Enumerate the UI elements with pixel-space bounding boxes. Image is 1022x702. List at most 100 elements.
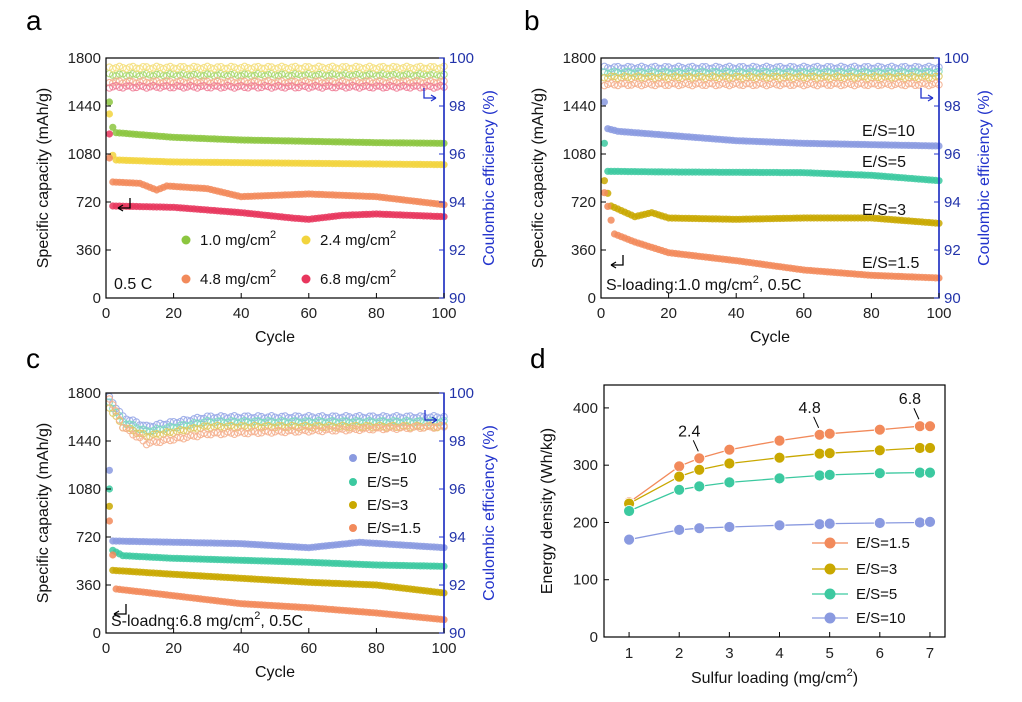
ce-point xyxy=(122,65,131,73)
y-tick-label: 1800 xyxy=(68,385,101,402)
ce-point xyxy=(179,415,188,424)
point-label-2.4: 2.4 xyxy=(678,423,700,440)
ce-point xyxy=(409,423,418,431)
capacity-point xyxy=(105,130,113,138)
legend-label-1.0 mg/cm2: 1.0 mg/cm2 xyxy=(200,229,276,249)
ce-point xyxy=(419,64,428,73)
ce-point xyxy=(223,428,232,436)
ce-point xyxy=(739,74,747,83)
ce-point xyxy=(305,428,313,436)
ce-point xyxy=(860,67,869,75)
ce-point xyxy=(403,412,411,421)
ce-point xyxy=(328,412,337,420)
ce-point xyxy=(759,67,767,76)
ce-point xyxy=(786,62,795,71)
ce-point xyxy=(399,81,408,90)
ce-point xyxy=(298,426,306,434)
ce-point xyxy=(203,412,212,420)
ce-point xyxy=(800,81,808,90)
ce-point xyxy=(386,423,394,431)
ce-point xyxy=(132,433,141,441)
legend-marker-2.4 mg/cm2 xyxy=(301,235,311,245)
series-E/S=5 xyxy=(105,398,448,570)
ce-point xyxy=(203,430,212,439)
ce-point xyxy=(365,70,374,78)
ce-point xyxy=(223,81,232,90)
ce-point xyxy=(685,67,693,76)
ce-point xyxy=(918,79,926,88)
ce-point xyxy=(911,81,920,90)
ce-point xyxy=(382,64,391,73)
ce-point xyxy=(705,79,713,88)
x-tick-label: 20 xyxy=(165,305,182,322)
ce-point xyxy=(800,73,808,82)
ce-point xyxy=(430,412,438,420)
ce-point xyxy=(305,84,313,92)
ce-point xyxy=(762,74,771,82)
ce-point xyxy=(416,83,425,92)
ce-point xyxy=(264,62,272,71)
y-tick-label: 300 xyxy=(573,457,598,474)
ce-point xyxy=(610,67,619,75)
x-tick-label: 7 xyxy=(926,645,934,662)
data-point xyxy=(924,420,936,433)
ce-point xyxy=(112,407,120,415)
ce-point xyxy=(230,430,239,438)
ce-point xyxy=(335,82,343,90)
x-tick-label: 6 xyxy=(876,645,884,662)
series-label-E/S=5: E/S=5 xyxy=(862,154,906,171)
ce-point xyxy=(210,82,218,90)
y-tick-label: 200 xyxy=(573,514,598,531)
panel-letter-d: d xyxy=(530,343,546,374)
y2-tick-label: 96 xyxy=(944,146,961,163)
ce-point xyxy=(115,83,124,91)
y2-tick-label: 90 xyxy=(449,625,466,642)
ce-point xyxy=(783,72,791,80)
y-tick-label: 100 xyxy=(573,572,598,589)
ce-point xyxy=(833,72,842,80)
ce-point xyxy=(291,70,300,78)
panel-a-chart: 0 20 40 60 80 100 0 360 720 1080 1440 1800 90 92 94 96 9… xyxy=(35,50,498,346)
ce-point xyxy=(348,424,357,432)
y-axis-label: Specific capacity (mAh/g) xyxy=(35,423,52,604)
data-point xyxy=(693,480,706,493)
ce-point xyxy=(850,74,859,82)
ce-point xyxy=(830,79,838,88)
ce-point xyxy=(166,83,174,92)
legend-label: E/S=3 xyxy=(856,561,897,578)
ce-point xyxy=(179,426,188,435)
data-point xyxy=(693,463,706,476)
right-axis-arrowhead xyxy=(430,94,437,102)
ce-point xyxy=(240,412,249,421)
ce-point xyxy=(173,82,181,90)
ce-point xyxy=(254,412,262,420)
ce-point xyxy=(136,81,144,90)
ce-point xyxy=(749,62,757,71)
data-point xyxy=(813,469,826,482)
ce-point xyxy=(115,62,124,71)
capacity-point xyxy=(105,466,113,474)
ce-point xyxy=(403,424,411,432)
ce-point xyxy=(722,67,730,76)
ce-point xyxy=(217,412,225,420)
ce-point xyxy=(247,82,256,90)
ce-point xyxy=(294,64,303,72)
y-tick-label: 0 xyxy=(93,625,101,642)
ce-point xyxy=(311,425,320,434)
ce-point xyxy=(115,412,124,420)
y-tick-label: 360 xyxy=(76,577,101,594)
ce-point xyxy=(254,429,262,437)
right-axis-arrow xyxy=(423,88,436,99)
data-point xyxy=(914,466,926,479)
left-axis-arrowhead xyxy=(610,261,617,269)
ce-point xyxy=(668,79,676,88)
ce-point xyxy=(166,70,174,78)
y2-tick-label: 94 xyxy=(449,529,466,546)
left-axis-arrowhead xyxy=(117,204,124,212)
ce-point xyxy=(776,74,784,82)
ce-point xyxy=(860,81,869,89)
ce-point xyxy=(416,412,425,420)
ce-point xyxy=(647,63,656,71)
ce-point xyxy=(109,401,117,409)
ce-point xyxy=(925,81,933,90)
